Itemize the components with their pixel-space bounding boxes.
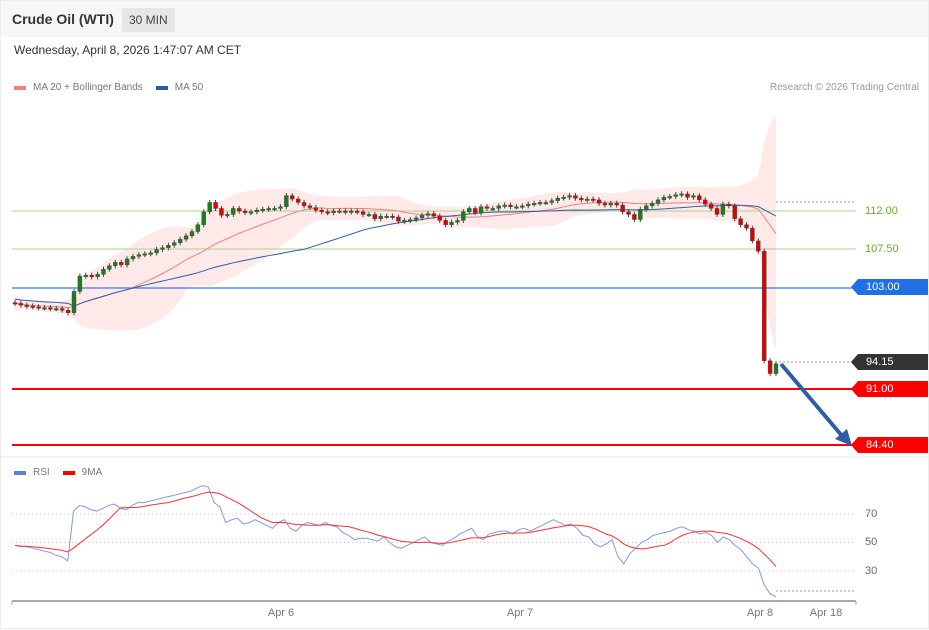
- x-tick-apr18: Apr 18: [809, 607, 843, 619]
- legend-label: 9MA: [81, 467, 103, 478]
- legend-item-ma20: MA 20 + Bollinger Bands: [14, 82, 143, 93]
- rsi-swatch-icon: [14, 470, 26, 475]
- pivot-tag: 103.00: [851, 279, 928, 295]
- level-112-label: 112.00: [865, 205, 898, 217]
- legend-label: RSI: [33, 467, 50, 478]
- support-1-tag: 91.00: [851, 381, 928, 397]
- rsi-level-50: 50: [865, 536, 878, 548]
- price-legend: MA 20 + Bollinger Bands MA 50: [14, 82, 216, 93]
- interval-button[interactable]: 30 MIN: [122, 8, 175, 32]
- legend-item-rsi: RSI: [14, 467, 50, 478]
- legend-label: MA 50: [174, 82, 204, 93]
- level-107-label: 107.50: [865, 243, 899, 255]
- rsi-level-70: 70: [865, 508, 878, 520]
- copyright: Research © 2026 Trading Central: [769, 82, 919, 93]
- legend-label: MA 20 + Bollinger Bands: [33, 82, 143, 93]
- legend-item-ma50: MA 50: [155, 82, 204, 93]
- ma50-swatch-icon: [155, 85, 168, 90]
- rsi-legend: RSI 9MA: [14, 467, 115, 478]
- 9ma-swatch-icon: [62, 470, 75, 475]
- x-tick-apr7: Apr 7: [506, 607, 534, 619]
- support-2-tag: 84.40: [851, 437, 928, 453]
- x-tick-apr6: Apr 6: [267, 607, 295, 619]
- ma20-swatch-icon: [14, 85, 26, 90]
- rsi-level-30: 30: [865, 565, 878, 577]
- instrument-title: Crude Oil (WTI): [12, 11, 114, 27]
- x-tick-apr8: Apr 8: [746, 607, 774, 619]
- panel-divider: [1, 456, 928, 458]
- legend-item-9ma: 9MA: [62, 467, 103, 478]
- chart-header: Crude Oil (WTI) 30 MIN: [1, 1, 928, 37]
- timestamp: Wednesday, April 8, 2026 1:47:07 AM CET: [14, 43, 242, 57]
- last-price-tag: 94.15: [851, 354, 928, 370]
